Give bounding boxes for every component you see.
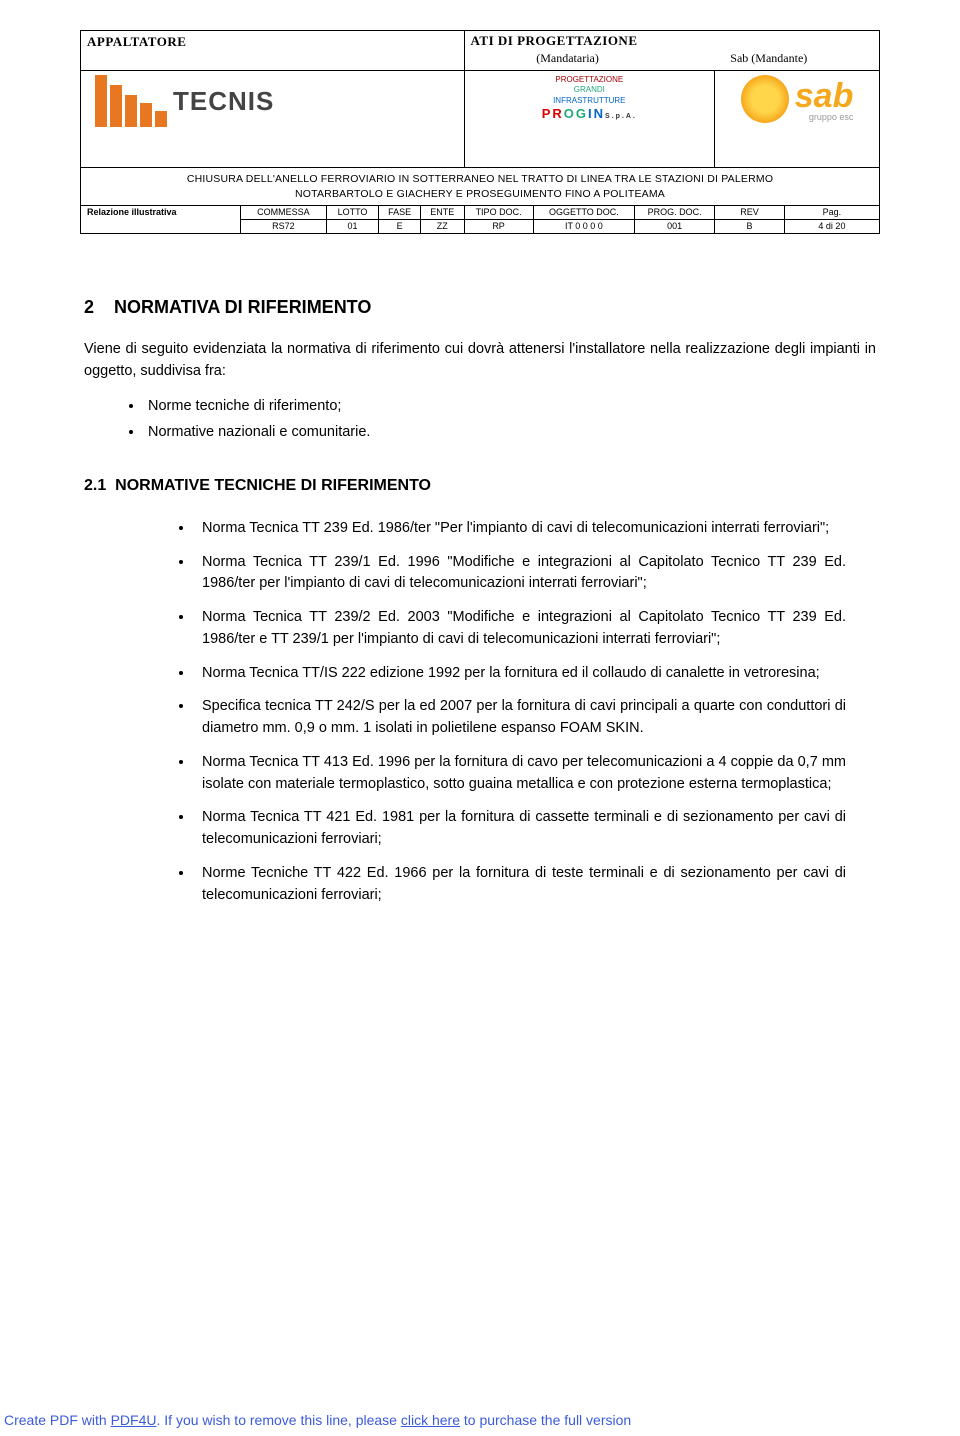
tecnis-bars-icon [95, 75, 167, 127]
meta-row: Relazione illustrativa COMMESSA LOTTO FA… [81, 206, 880, 220]
list-item: Specifica tecnica TT 242/S per la ed 200… [194, 696, 876, 740]
mandataria-label: (Mandataria) [536, 51, 599, 66]
list-item: Norma Tecnica TT 421 Ed. 1981 per la for… [194, 807, 876, 851]
progin-logo: PROGETTAZIONE GRANDI INFRASTRUTTURE PROG… [464, 71, 715, 168]
meta-c9-val: B [715, 220, 785, 234]
section-heading: 2 NORMATIVA DI RIFERIMENTO [84, 294, 876, 321]
meta-c9-label: REV [715, 206, 785, 220]
header-table: APPALTATORE ATI DI PROGETTAZIONE (Mandat… [80, 30, 880, 234]
list-item: Norme Tecniche TT 422 Ed. 1966 per la fo… [194, 863, 876, 907]
intro-bullets: Norme tecniche di riferimento; Normative… [84, 396, 876, 444]
tecnis-logo: TECNIS [85, 75, 460, 127]
list-item: Norma Tecnica TT 239 Ed. 1986/ter "Per l… [194, 518, 876, 540]
list-item: Norma Tecnica TT 239/2 Ed. 2003 "Modific… [194, 607, 876, 651]
meta-c10-val: 4 di 20 [784, 220, 879, 234]
content: 2 NORMATIVA DI RIFERIMENTO Viene di segu… [80, 234, 880, 907]
sab-sun-icon [741, 75, 789, 123]
subsection-title: NORMATIVE TECNICHE DI RIFERIMENTO [115, 477, 431, 494]
progin-pr: PR [542, 106, 564, 121]
meta-c3-val: 01 [326, 220, 378, 234]
header-top-row: APPALTATORE ATI DI PROGETTAZIONE (Mandat… [81, 31, 880, 71]
intro-paragraph: Viene di seguito evidenziata la normativ… [84, 339, 876, 383]
meta-c6-label: TIPO DOC. [464, 206, 533, 220]
desc-line2: NOTARBARTOLO E GIACHERY E PROSEGUIMENTO … [87, 187, 873, 202]
meta-c6-val: RP [464, 220, 533, 234]
norms-list: Norma Tecnica TT 239 Ed. 1986/ter "Per l… [84, 518, 876, 907]
progin-in: IN [588, 106, 605, 121]
tecnis-text: TECNIS [173, 86, 274, 117]
meta-c5-val: ZZ [421, 220, 464, 234]
progin-line1: PROGETTAZIONE [469, 75, 711, 85]
sab-text: sab [795, 77, 854, 116]
section-num: 2 [84, 297, 94, 317]
sab-logo-cell: sab gruppo esc [715, 71, 880, 168]
meta-c5-label: ENTE [421, 206, 464, 220]
desc-row: CHIUSURA DELL'ANELLO FERROVIARIO IN SOTT… [81, 168, 880, 206]
list-item: Norma Tecnica TT/IS 222 edizione 1992 pe… [194, 663, 876, 685]
meta-c4-label: FASE [379, 206, 421, 220]
meta-c4-val: E [379, 220, 421, 234]
mand-labels: (Mandataria) Sab (Mandante) [471, 49, 874, 68]
meta-c7-label: OGGETTO DOC. [533, 206, 634, 220]
list-item: Norma Tecnica TT 413 Ed. 1996 per la for… [194, 752, 876, 796]
ati-label: ATI DI PROGETTAZIONE [471, 33, 874, 49]
progin-line3: INFRASTRUTTURE [469, 96, 711, 106]
page: APPALTATORE ATI DI PROGETTAZIONE (Mandat… [0, 0, 960, 1436]
progin-og: OG [564, 106, 588, 121]
meta-c2-val: RS72 [240, 220, 326, 234]
mandante-label: Sab (Mandante) [730, 51, 807, 66]
subsection-num: 2.1 [84, 477, 106, 494]
purchase-link[interactable]: click here [401, 1412, 460, 1428]
list-item: Normative nazionali e comunitarie. [144, 422, 876, 444]
appaltatore-label: APPALTATORE [87, 34, 186, 49]
logos-row: TECNIS PROGETTAZIONE GRANDI INFRASTRUTTU… [81, 71, 880, 168]
progin-main: PROGINS.p.A. [469, 106, 711, 123]
progin-line2: GRANDI [469, 85, 711, 95]
pdf4u-footer: Create PDF with PDF4U. If you wish to re… [0, 1412, 631, 1428]
pdf4u-link[interactable]: PDF4U [111, 1412, 157, 1428]
meta-c7-val: IT 0 0 0 0 [533, 220, 634, 234]
subsection-heading: 2.1 NORMATIVE TECNICHE DI RIFERIMENTO [84, 474, 876, 498]
desc-line1: CHIUSURA DELL'ANELLO FERROVIARIO IN SOTT… [87, 172, 873, 187]
meta-c1: Relazione illustrativa [81, 206, 241, 234]
meta-c2-label: COMMESSA [240, 206, 326, 220]
meta-c8-val: 001 [635, 220, 715, 234]
meta-c3-label: LOTTO [326, 206, 378, 220]
section-title: NORMATIVA DI RIFERIMENTO [114, 297, 371, 317]
meta-c8-label: PROG. DOC. [635, 206, 715, 220]
list-item: Norme tecniche di riferimento; [144, 396, 876, 418]
progin-spa: S.p.A. [605, 113, 637, 120]
sab-logo: sab gruppo esc [741, 75, 854, 123]
list-item: Norma Tecnica TT 239/1 Ed. 1996 "Modific… [194, 552, 876, 596]
meta-c10-label: Pag. [784, 206, 879, 220]
